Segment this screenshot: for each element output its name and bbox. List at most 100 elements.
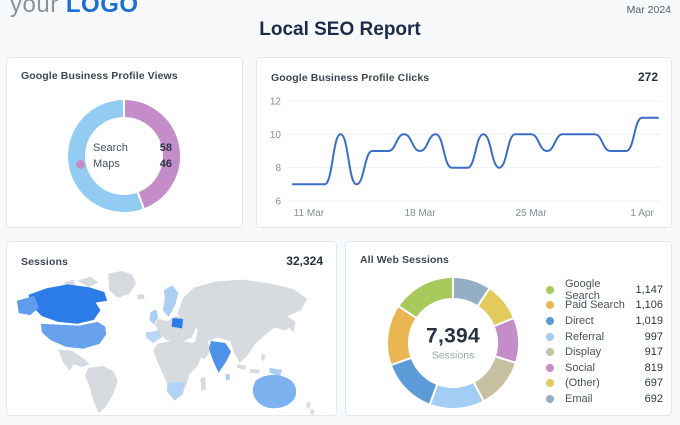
display-color-dot [546,348,554,357]
web-sessions-donut-chart[interactable] [346,242,673,415]
legend-value: 58 [159,142,172,154]
profile-views-title: Google Business Profile Views [21,70,178,82]
brand-logo: your LOGO [10,0,139,19]
views-legend-row-maps: Maps 46 [76,158,172,170]
sessions-legend-row-social: Social 819 [546,360,663,376]
japan-shape [288,317,296,333]
alaska-shape [16,295,39,316]
new-zealand-shape [306,401,311,410]
paid-search-color-dot [546,301,554,310]
web-sessions-center-label: Sessions [431,349,475,362]
indonesia2-shape [249,368,260,374]
y-tick-6: 6 [275,197,281,208]
legend-label: Referral [565,330,605,343]
south-africa-shape [166,381,185,401]
profile-views-card: Google Business Profile Views Search 58 Ma… [6,57,243,228]
sessions-title: Sessions [21,256,68,268]
arctic-islands-shape [77,276,99,288]
views-donut-slice-maps[interactable] [123,98,182,211]
legend-value: 1,147 [635,283,663,296]
spain-shape [145,330,162,343]
profile-clicks-title: Google Business Profile Clicks [271,72,430,84]
indonesia-shape [236,364,247,370]
referral-color-dot [546,332,554,341]
sessions-donut-slice-email[interactable] [452,276,491,308]
philippines-shape [260,353,266,362]
legend-label: (Other) [565,377,600,390]
australia-shape [252,374,297,409]
email-color-dot [546,394,554,403]
web-sessions-card: All Web Sessions 7,394 Sessions Google S… [345,241,672,416]
sessions-world-map[interactable] [8,269,337,415]
legend-value: 692 [644,392,663,405]
legend-value: 917 [644,346,663,359]
legend-label: Email [565,392,593,405]
profile-clicks-header: Google Business Profile Clicks 272 [257,58,671,84]
sessions-map-card: Sessions 32,324 [6,241,337,416]
new-zealand2-shape [309,409,315,415]
legend-value: 697 [644,377,663,390]
profile-views-donut-chart[interactable] [7,58,244,227]
legend-value: 1,106 [635,299,663,312]
sessions-donut-slice-direct[interactable] [389,356,439,406]
legend-value: 997 [644,330,663,343]
y-tick-10: 10 [270,130,282,141]
iceland-shape [136,293,145,300]
views-donut-slice-search[interactable] [66,98,146,214]
google-search-color-dot [546,285,554,294]
other-color-dot [546,379,554,388]
profile-clicks-card: Google Business Profile Clicks 272 6 8 10 1… [256,57,672,228]
south-america-shape [85,366,118,414]
page-title: Local SEO Report [259,19,421,40]
legend-label: Search [93,142,128,154]
legend-label: Display [565,346,602,359]
uk-shape [149,309,159,325]
sessions-legend-row-direct: Direct 1,019 [546,313,663,329]
web-sessions-header: All Web Sessions [346,242,671,266]
sessions-legend-row-display: Display 917 [546,344,663,360]
views-legend-row-search: Search 58 [76,142,172,154]
sessions-legend-row-referral: Referral 997 [546,329,663,345]
asia-shape [177,279,307,364]
greenland-shape [108,270,136,298]
usa-shape [40,321,107,349]
x-tick-11-mar: 11 Mar [294,208,325,219]
social-color-dot [546,363,554,372]
logo-prefix: your [10,0,59,18]
legend-label: Maps [93,158,120,170]
profile-views-header: Google Business Profile Views [7,58,242,82]
y-tick-8: 8 [275,163,281,174]
india-shape [209,341,232,373]
sessions-legend-row-google-search: Google Search 1,147 [546,278,663,302]
legend-label: Paid Search [565,299,625,312]
scandinavia-shape [162,285,179,318]
search-color-dot [76,143,85,153]
sessions-header: Sessions 32,324 [7,242,336,268]
sessions-total: 32,324 [286,254,323,268]
sessions-donut-slice-paid-search[interactable] [386,304,418,367]
x-tick-18-mar: 18 Mar [404,208,436,219]
clicks-line-series[interactable] [292,116,659,186]
web-sessions-title: All Web Sessions [360,254,449,266]
direct-color-dot [546,316,554,325]
profile-clicks-total: 272 [637,70,658,84]
arabia-shape [193,339,212,360]
profile-views-legend: Search 58 Maps 46 [76,138,172,174]
maps-color-dot [76,159,85,169]
sessions-donut-slice-display[interactable] [472,355,517,403]
sessions-legend-row-email: Email 692 [546,391,663,407]
mexico-shape [58,349,90,371]
poland-shape [171,317,184,329]
legend-label: Social [565,361,595,374]
canada-shape [28,284,108,324]
legend-value: 1,019 [635,314,663,327]
sessions-legend-row-paid-search: Paid Search 1,106 [546,298,663,314]
sri-lanka-shape [225,373,231,381]
web-sessions-center-value: 7,394 [425,324,481,348]
legend-label: Direct [565,314,594,327]
new-guinea-shape [269,367,282,377]
profile-clicks-line-chart[interactable]: 6 8 10 12 11 Mar 18 Mar 25 Mar 1 Apr [257,58,673,227]
report-period: Mar 2024 [626,4,671,16]
web-sessions-legend: Google Search 1,147 Paid Search 1,106 Direct… [546,278,663,407]
